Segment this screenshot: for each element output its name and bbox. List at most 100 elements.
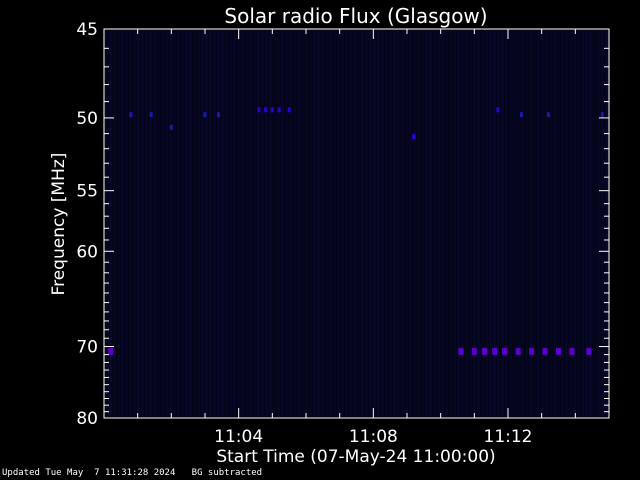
time-column [262,31,264,416]
x-tick-label: 11:04 [214,427,263,447]
bg-mode-label: BG subtracted [191,468,263,478]
y-tick-label: 45 [76,20,98,40]
time-column [590,31,592,416]
time-column [586,31,588,416]
time-column [178,31,180,416]
time-column [406,31,408,416]
signal-mark [264,107,268,113]
time-column [286,31,288,416]
time-column [526,31,528,416]
y-ticks: 45 50 55 60 70 80 [76,20,609,429]
time-column [382,31,384,416]
time-column [558,31,560,416]
plot-frame [103,28,610,419]
plot-background [104,29,609,418]
time-column [222,31,224,416]
y-tick-label: 60 [76,242,98,262]
time-column [326,31,328,416]
time-column [198,31,200,416]
time-column [166,31,168,416]
time-column [118,31,120,416]
time-column [158,31,160,416]
signal-mark [270,107,274,113]
time-column [418,31,420,416]
x-axis-label: Start Time (07-May-24 11:00:00) [216,447,495,467]
signal-mark [108,347,114,355]
signal-mark [569,347,575,355]
time-column [130,31,132,416]
signal-mark [481,347,487,355]
time-column [234,31,236,416]
signal-mark [546,112,550,118]
time-column [106,31,108,416]
time-column [506,31,508,416]
time-column [282,31,284,416]
signal-mark [257,107,261,113]
time-column [154,31,156,416]
time-column [574,31,576,416]
time-column [402,31,404,416]
time-column [170,31,172,416]
time-column [482,31,484,416]
time-column [314,31,316,416]
time-column [350,31,352,416]
x-tick-label: 11:08 [349,427,398,447]
time-column [566,31,568,416]
signal-mark [496,107,500,113]
signal-mark [600,112,604,118]
signal-mark [542,347,548,355]
time-column [594,31,596,416]
time-column [290,31,292,416]
time-column [570,31,572,416]
time-column [202,31,204,416]
time-column [306,31,308,416]
y-tick-label: 80 [76,409,98,429]
time-column [514,31,516,416]
time-column [274,31,276,416]
time-column [298,31,300,416]
time-column [142,31,144,416]
time-column [386,31,388,416]
time-column [270,31,272,416]
time-column [582,31,584,416]
time-column [546,31,548,416]
time-column [146,31,148,416]
time-column [302,31,304,416]
time-column [554,31,556,416]
time-column [230,31,232,416]
time-column [310,31,312,416]
time-column [518,31,520,416]
time-column [578,31,580,416]
time-column [246,31,248,416]
time-column [134,31,136,416]
time-column [194,31,196,416]
time-column [490,31,492,416]
time-column [390,31,392,416]
signal-mark [287,107,291,113]
signal-mark [519,112,523,118]
time-column [366,31,368,416]
signal-mark [412,134,416,140]
x-tick-label: 11:12 [484,427,533,447]
time-column [522,31,524,416]
time-column [394,31,396,416]
time-column [446,31,448,416]
time-column [114,31,116,416]
time-column [238,31,240,416]
time-column [126,31,128,416]
footer-status: Updated Tue May 7 11:31:28 2024 BG subtr… [2,468,262,478]
time-column [458,31,460,416]
time-column [462,31,464,416]
updated-timestamp: Updated Tue May 7 11:31:28 2024 [2,468,176,478]
signal-mark [515,347,521,355]
time-column [354,31,356,416]
time-column [162,31,164,416]
signal-mark [458,347,464,355]
time-column [478,31,480,416]
time-column [150,31,152,416]
time-column [138,31,140,416]
time-column [510,31,512,416]
time-column [434,31,436,416]
time-column [254,31,256,416]
